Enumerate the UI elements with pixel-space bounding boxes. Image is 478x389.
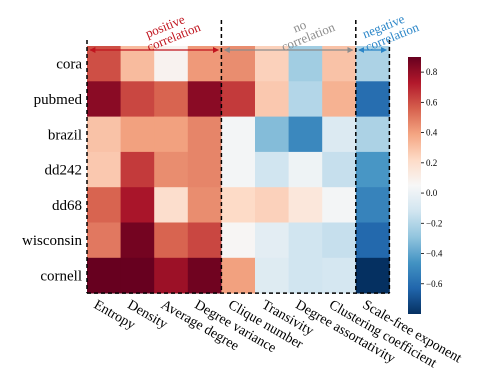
heatmap-cell-brazil-3 [187,116,222,153]
heatmap-cell-brazil-8 [355,116,390,153]
heatmap-cell-dd242-4 [221,151,256,188]
row-label-cora: cora [56,57,82,73]
heatmap-cell-cora-0 [87,46,121,82]
row-label-dd242: dd242 [45,163,83,179]
heatmap-cell-cornell-1 [120,257,155,294]
heatmap-cell-pubmed-2 [154,81,189,117]
heatmap-cell-dd242-5 [255,151,289,188]
group-separators [86,20,391,294]
heatmap-cell-cornell-0 [87,257,121,294]
heatmap-cell-dd242-1 [120,151,155,188]
row-label-dd68: dd68 [52,198,82,214]
heatmap-cell-brazil-1 [120,116,155,153]
heatmap-cell-cornell-7 [322,257,357,294]
heatmap-cell-cornell-5 [255,257,289,294]
heatmap-cell-dd68-6 [288,187,323,223]
heatmap-cells [87,46,390,294]
heatmap-cell-wisconsin-6 [288,222,323,259]
heatmap-cell-dd68-5 [255,187,289,223]
heatmap-cell-dd242-2 [154,151,189,188]
colorbar-tick-label: 0.2 [426,158,437,168]
heatmap-cell-cornell-3 [187,257,222,294]
heatmap-cell-pubmed-8 [355,81,390,117]
heatmap-cell-wisconsin-7 [322,222,357,259]
colorbar: 0.8 0.6 0.4 0.2 0.0 −0.2 −0.4 −0.6 [408,57,443,314]
colorbar-tick-label: −0.2 [426,218,442,228]
heatmap-cell-pubmed-3 [187,81,222,117]
colorbar-gradient [408,57,421,314]
heatmap-cell-brazil-7 [322,116,357,153]
heatmap-cell-dd68-1 [120,187,155,223]
heatmap-cell-dd68-4 [221,187,256,223]
heatmap-cell-cornell-8 [355,257,390,294]
heatmap-cell-brazil-5 [255,116,289,153]
colorbar-tick-label: −0.6 [426,279,443,289]
group-label-line: no [291,17,309,36]
heatmap-cell-dd242-8 [355,151,390,188]
heatmap-cell-cornell-6 [288,257,323,294]
heatmap-cell-dd242-6 [288,151,323,188]
row-label-brazil: brazil [48,127,82,143]
heatmap-cell-dd242-3 [187,151,222,188]
heatmap-cell-dd242-0 [87,151,121,188]
row-label-pubmed: pubmed [34,92,83,108]
colorbar-tick-label: 0.8 [426,67,438,77]
heatmap-cell-cora-4 [221,46,256,82]
row-labels: cora pubmed brazil dd242 dd68 wisconsin cornel… [22,57,83,285]
heatmap-cell-wisconsin-5 [255,222,289,259]
heatmap-cell-wisconsin-4 [221,222,256,259]
heatmap-cell-cornell-4 [221,257,256,294]
heatmap-cell-dd68-7 [322,187,357,223]
heatmap-cell-wisconsin-3 [187,222,222,259]
colorbar-tick-label: −0.4 [426,249,443,259]
heatmap-cell-cora-2 [154,46,189,82]
heatmap-cell-brazil-0 [87,116,121,153]
heatmap-cell-dd68-0 [87,187,121,223]
colorbar-tick-label: 0.4 [426,128,438,138]
row-label-wisconsin: wisconsin [22,233,83,249]
heatmap-cell-dd242-7 [322,151,357,188]
heatmap-cell-brazil-6 [288,116,323,153]
heatmap-cell-cora-6 [288,46,323,82]
heatmap-cell-pubmed-5 [255,81,289,117]
heatmap-cell-dd68-3 [187,187,222,223]
heatmap-cell-cora-7 [322,46,357,82]
heatmap-cell-pubmed-0 [87,81,121,117]
heatmap-cell-cora-3 [187,46,222,82]
colorbar-tick-label: 0.0 [426,188,438,198]
heatmap-cell-pubmed-4 [221,81,256,117]
heatmap-cell-pubmed-7 [322,81,357,117]
heatmap-cell-wisconsin-2 [154,222,189,259]
heatmap-cell-wisconsin-0 [87,222,121,259]
row-label-cornell: cornell [40,268,82,284]
heatmap-cell-pubmed-6 [288,81,323,117]
heatmap-cell-pubmed-1 [120,81,155,117]
heatmap-cell-cornell-2 [154,257,189,294]
colorbar-tick-label: 0.6 [426,97,438,107]
heatmap-cell-dd68-2 [154,187,189,223]
heatmap-cell-dd68-8 [355,187,390,223]
heatmap-cell-brazil-4 [221,116,256,153]
heatmap-cell-wisconsin-1 [120,222,155,259]
heatmap-cell-brazil-2 [154,116,189,153]
heatmap-cell-wisconsin-8 [355,222,390,259]
